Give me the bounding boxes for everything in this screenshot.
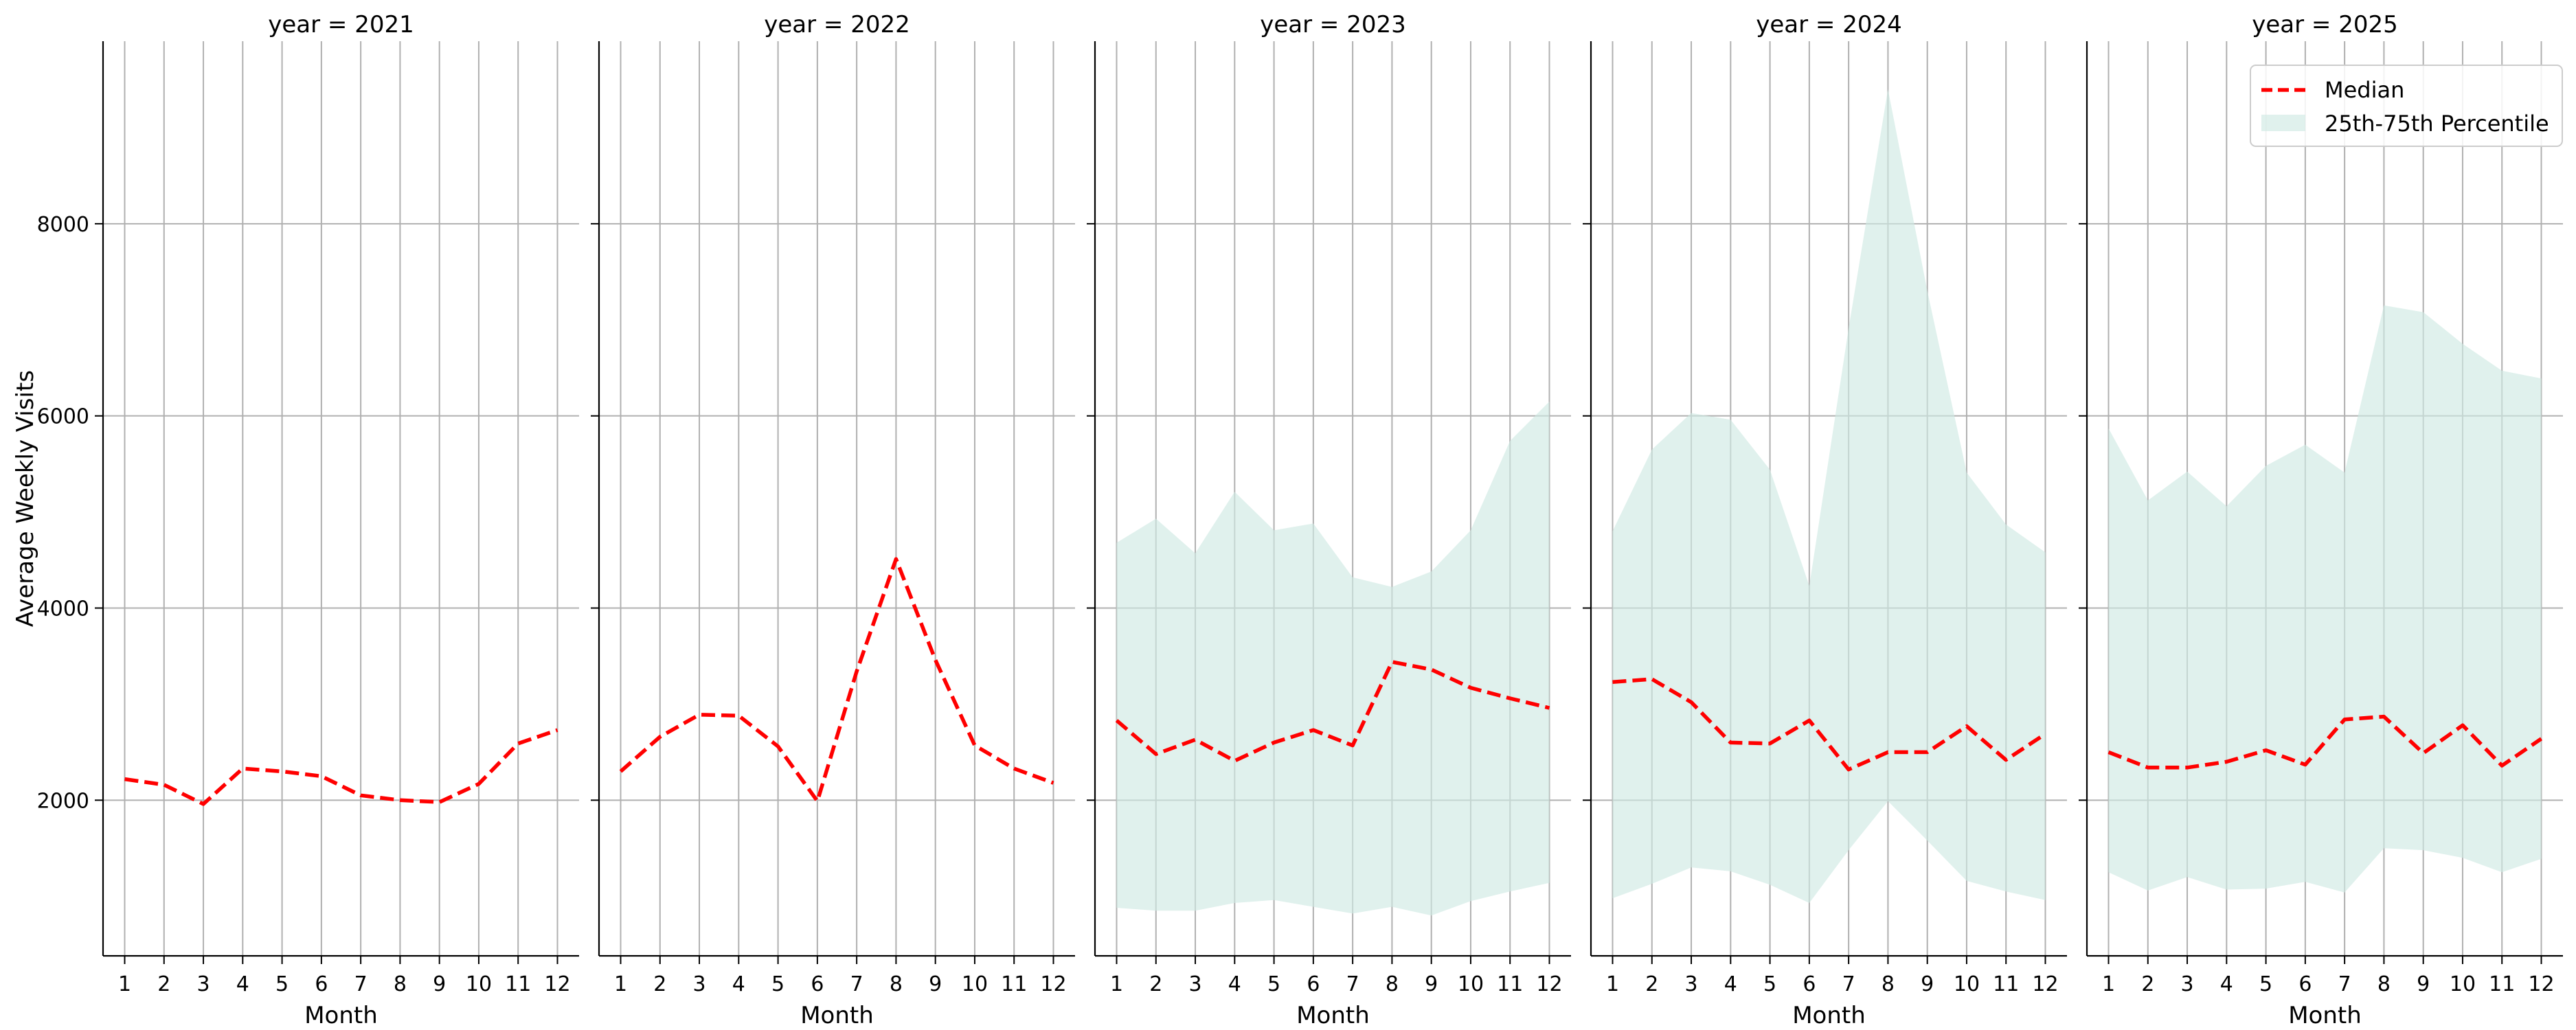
x-tick-label: 3 bbox=[1188, 972, 1201, 996]
x-axis-label: Month bbox=[304, 1002, 378, 1029]
x-tick-label: 10 bbox=[1954, 972, 1980, 996]
x-tick-label: 12 bbox=[1536, 972, 1562, 996]
x-tick-label: 9 bbox=[433, 972, 446, 996]
legend-band-label: 25th-75th Percentile bbox=[2325, 111, 2549, 137]
x-tick-label: 4 bbox=[732, 972, 745, 996]
legend: Median 25th-75th Percentile bbox=[2250, 65, 2563, 147]
x-tick-label: 7 bbox=[1346, 972, 1359, 996]
panel-title: year = 2025 bbox=[2252, 11, 2397, 38]
median-line bbox=[124, 728, 558, 806]
x-tick-label: 8 bbox=[1882, 972, 1895, 996]
panel-title: year = 2022 bbox=[764, 11, 909, 38]
y-tick-label: 4000 bbox=[37, 597, 89, 621]
x-tick-label: 6 bbox=[1307, 972, 1320, 996]
x-tick-label: 5 bbox=[771, 972, 784, 996]
percentile-band bbox=[2108, 305, 2542, 893]
panel-title: year = 2024 bbox=[1756, 11, 1901, 38]
x-tick-label: 2 bbox=[1149, 972, 1162, 996]
x-tick-label: 7 bbox=[850, 972, 863, 996]
x-tick-label: 2 bbox=[157, 972, 170, 996]
x-tick-label: 10 bbox=[962, 972, 988, 996]
facet-panel-1: 1 2 3 4 5 6 7 8 9 10 11 122000400060008000Monthyear… bbox=[37, 11, 579, 1029]
x-tick-label: 11 bbox=[1001, 972, 1027, 996]
x-tick-label: 5 bbox=[1763, 972, 1776, 996]
y-tick-label: 2000 bbox=[37, 789, 89, 813]
x-tick-label: 9 bbox=[1921, 972, 1934, 996]
x-tick-label: 2 bbox=[1645, 972, 1658, 996]
percentile-band bbox=[1612, 89, 2046, 903]
x-axis-label: Month bbox=[800, 1002, 874, 1029]
x-tick-label: 10 bbox=[1458, 972, 1484, 996]
x-tick-label: 3 bbox=[2180, 972, 2193, 996]
median-line bbox=[1115, 660, 1550, 763]
x-axis-label: Month bbox=[1792, 1002, 1866, 1029]
y-axis-label: Average Weekly Visits bbox=[12, 370, 39, 627]
panel-title: year = 2021 bbox=[268, 11, 414, 38]
y-tick-label: 8000 bbox=[37, 213, 89, 237]
x-tick-label: 1 bbox=[1110, 972, 1123, 996]
x-tick-label: 8 bbox=[890, 972, 903, 996]
x-tick-label: 2 bbox=[653, 972, 666, 996]
x-tick-label: 4 bbox=[236, 972, 249, 996]
x-tick-label: 2 bbox=[2141, 972, 2154, 996]
legend-band-swatch bbox=[2261, 115, 2305, 131]
x-tick-label: 4 bbox=[2220, 972, 2233, 996]
x-tick-label: 4 bbox=[1724, 972, 1737, 996]
x-tick-label: 9 bbox=[2417, 972, 2430, 996]
x-tick-label: 12 bbox=[544, 972, 570, 996]
y-tick-label: 6000 bbox=[37, 405, 89, 429]
legend-median-label: Median bbox=[2325, 77, 2404, 103]
x-tick-label: 11 bbox=[1993, 972, 2019, 996]
x-tick-label: 12 bbox=[2032, 972, 2058, 996]
x-tick-label: 4 bbox=[1228, 972, 1241, 996]
median-line bbox=[619, 557, 1054, 803]
x-tick-label: 5 bbox=[2259, 972, 2272, 996]
x-tick-label: 1 bbox=[1606, 972, 1619, 996]
x-tick-label: 10 bbox=[2450, 972, 2476, 996]
x-tick-label: 11 bbox=[2489, 972, 2515, 996]
x-tick-label: 6 bbox=[2298, 972, 2312, 996]
x-tick-label: 6 bbox=[1803, 972, 1816, 996]
percentile-band bbox=[1116, 401, 1550, 916]
x-tick-label: 7 bbox=[1842, 972, 1855, 996]
panel-title: year = 2023 bbox=[1260, 11, 1405, 38]
x-tick-label: 9 bbox=[929, 972, 942, 996]
x-tick-label: 8 bbox=[2377, 972, 2391, 996]
x-tick-label: 11 bbox=[1497, 972, 1523, 996]
x-tick-label: 3 bbox=[196, 972, 210, 996]
x-tick-label: 7 bbox=[2338, 972, 2351, 996]
x-tick-label: 5 bbox=[275, 972, 289, 996]
x-tick-label: 1 bbox=[614, 972, 627, 996]
x-tick-label: 5 bbox=[1267, 972, 1280, 996]
x-axis-label: Month bbox=[1296, 1002, 1370, 1029]
x-tick-label: 12 bbox=[2528, 972, 2554, 996]
x-tick-label: 8 bbox=[394, 972, 407, 996]
x-tick-label: 1 bbox=[118, 972, 131, 996]
x-tick-label: 3 bbox=[1684, 972, 1697, 996]
x-tick-label: 3 bbox=[692, 972, 705, 996]
x-tick-label: 11 bbox=[505, 972, 531, 996]
x-tick-label: 6 bbox=[811, 972, 824, 996]
legend-box bbox=[2250, 65, 2563, 147]
x-tick-label: 6 bbox=[315, 972, 328, 996]
x-tick-label: 9 bbox=[1425, 972, 1438, 996]
x-tick-label: 10 bbox=[466, 972, 492, 996]
x-tick-label: 7 bbox=[354, 972, 368, 996]
x-tick-label: 8 bbox=[1386, 972, 1399, 996]
x-tick-label: 1 bbox=[2102, 972, 2115, 996]
x-tick-label: 12 bbox=[1040, 972, 1066, 996]
x-axis-label: Month bbox=[2288, 1002, 2362, 1029]
median-line bbox=[1612, 677, 2047, 772]
